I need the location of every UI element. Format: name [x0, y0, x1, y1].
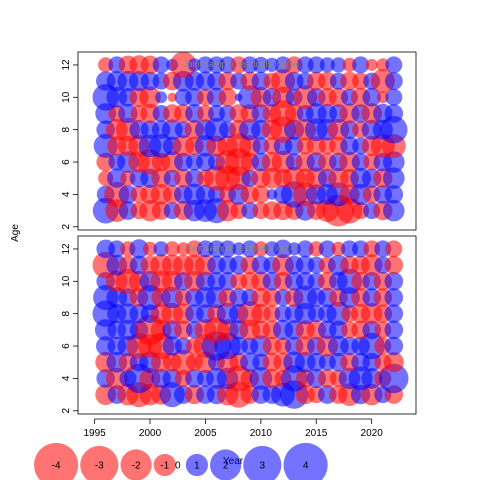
legend-label-minus3: -3: [95, 461, 104, 472]
x-tick-label-2010: 2010: [250, 428, 273, 439]
logN-bubble-2007-age10: [218, 88, 237, 107]
logN-y-tick-label-10: 10: [61, 91, 72, 103]
y-axis-title: Age: [10, 224, 21, 242]
logN-bubble-2003-age12: [170, 51, 197, 79]
x-tick-label-1995: 1995: [83, 428, 106, 439]
logN-bubble-2002-age10: [167, 92, 177, 103]
panel-logF: Joint sample residuals log(F) 2 4 6 8 10 12: [61, 235, 417, 415]
logN-bubble-2019-age12: [352, 56, 370, 74]
logF-bubble-2014-age12: [296, 240, 314, 258]
logN-bubble-2020-age10: [362, 88, 382, 107]
legend-bubble-minus3: [80, 445, 119, 480]
logF-bubble-2022-age8: [384, 304, 404, 324]
logN-bubble-2022-age5: [383, 167, 405, 189]
legend-label-1: 1: [194, 461, 200, 472]
logF-panel-title: Joint sample residuals log(F): [183, 243, 298, 253]
logN-bubble-2001-age10: [155, 91, 168, 104]
logN-bubble-1997-age5: [107, 168, 127, 188]
legend-bubble-minus4: [34, 442, 79, 480]
logN-y-tick-label-2: 2: [61, 224, 72, 230]
x-tick-label-2020: 2020: [361, 428, 384, 439]
logN-plot-frame: [77, 51, 417, 231]
x-tick-label-2000: 2000: [139, 428, 162, 439]
logN-bubble-2022-age9: [384, 104, 404, 123]
logF-y-tick-label-12: 12: [61, 243, 72, 255]
logN-bubble-2021-age10: [376, 91, 389, 104]
size-legend: -4 -3 -2 -1 0 1 2 3 4: [34, 442, 328, 480]
logN-bubble-2010-age4: [252, 185, 270, 204]
logF-bubble-2022-age7: [384, 320, 404, 340]
logF-bubble-2022-age4: [379, 363, 409, 394]
legend-bubble-minus2: [120, 449, 152, 480]
logF-bubble-2022-age11: [384, 255, 404, 275]
logF-bubble-2010-age12: [253, 241, 269, 257]
logN-bubble-2022-age11: [384, 72, 403, 90]
legend-label-3: 3: [260, 461, 266, 472]
logN-y-tick-label-6: 6: [61, 159, 72, 165]
logN-y-tick-label-4: 4: [61, 191, 72, 197]
logF-bubble-2002-age12: [164, 241, 180, 257]
logF-bubble-2022-age6: [384, 336, 404, 356]
logF-y-tick-label-2: 2: [61, 408, 72, 414]
logN-bubble-2016-age12: [319, 57, 335, 73]
logN-y-tick-label-12: 12: [61, 59, 72, 71]
logN-bubble-2010-age12: [252, 56, 269, 73]
logF-bubble-2022-age9: [384, 288, 404, 307]
logN-bubble-2020-age12: [365, 58, 378, 71]
legend-bubble-2: [210, 449, 242, 480]
logN-panel-title: Joint sample residuals log(N): [183, 59, 299, 69]
legend-label-minus1: -1: [160, 461, 169, 472]
logF-bubble-2009-age12: [241, 240, 259, 258]
logF-bubble-2001-age12: [153, 241, 169, 257]
logF-bubbles: [92, 239, 409, 409]
legend-bubble-4: [283, 442, 328, 480]
logF-y-tick-label-6: 6: [61, 343, 72, 349]
logN-bubble-2001-age12: [152, 56, 170, 74]
logN-bubble-2022-age10: [385, 88, 403, 106]
legend-bubble-3: [243, 445, 282, 480]
logN-bubble-2022-age4: [384, 185, 404, 204]
x-axis: 1995 2000 2005 2010 2015 2020: [83, 418, 384, 439]
logF-bubble-2007-age12: [219, 240, 237, 258]
logN-y-tick-label-8: 8: [61, 126, 72, 132]
x-tick-label-2015: 2015: [305, 428, 328, 439]
logF-bubble-1999-age12: [129, 239, 149, 259]
logF-bubble-2000-age12: [142, 241, 158, 256]
x-tick-label-2005: 2005: [194, 428, 217, 439]
logN-bubble-2017-age12: [330, 57, 346, 73]
legend-label-4: 4: [303, 461, 309, 472]
logN-bubble-2015-age12: [307, 56, 325, 74]
logF-bubble-1997-age12: [108, 240, 126, 258]
legend-label-2: 2: [223, 461, 229, 472]
logN-bubble-2022-age12: [385, 56, 403, 74]
legend-bubble-1: [185, 453, 208, 477]
logF-y-tick-label-10: 10: [61, 275, 72, 287]
logF-y-axis: 2 4 6 8 10 12: [61, 243, 78, 414]
panel-logN: Joint sample residuals log(N) 2 4 6 8 10 12: [61, 51, 417, 231]
logN-bubble-2000-age10: [139, 86, 161, 109]
logF-y-tick-label-8: 8: [61, 310, 72, 316]
logF-bubble-2022-age12: [385, 240, 403, 258]
legend-label-minus4: -4: [52, 461, 61, 472]
logF-y-tick-label-4: 4: [61, 375, 72, 381]
logF-bubble-2016-age12: [318, 240, 336, 258]
logF-bubble-2022-age5: [383, 352, 404, 373]
logF-bubble-2022-age10: [384, 272, 404, 291]
logF-plot-frame: [77, 235, 417, 415]
logN-y-axis: 2 4 6 8 10 12: [61, 59, 78, 230]
logN-bubbles: [92, 51, 408, 227]
legend-label-0: 0: [175, 461, 181, 472]
logN-bubble-2022-age3: [383, 199, 405, 222]
legend-label-minus2: -2: [132, 461, 141, 472]
legend-bubble-minus1: [153, 453, 176, 477]
logF-bubble-2012-age12: [273, 239, 293, 259]
logN-bubble-2022-age8: [380, 116, 408, 144]
